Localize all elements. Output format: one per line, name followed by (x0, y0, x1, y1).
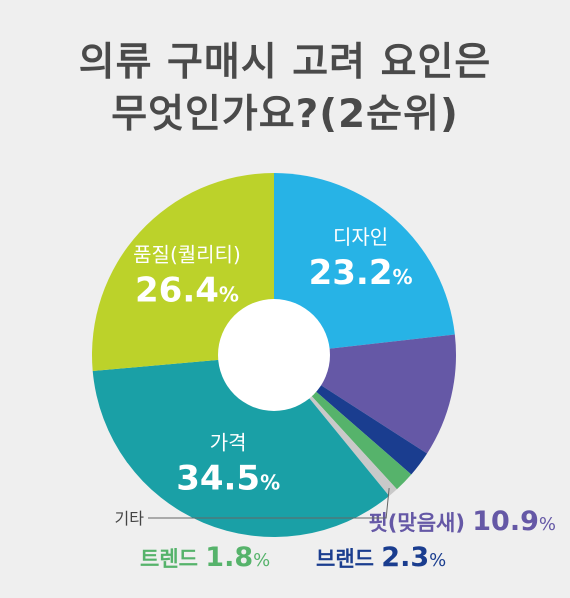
outside-label-3: 트렌드 1.8% (140, 542, 270, 573)
slice-value-6: 26.4% (135, 270, 239, 310)
slice-value-5: 34.5% (176, 459, 280, 499)
other-label: 기타 (115, 509, 145, 528)
slice-labels: 디자인 23.2% 가격 34.5% 품질(퀄리티) 26.4% 핏(맞음새) 10.9% 트… (115, 225, 556, 573)
donut-hole (218, 299, 330, 411)
slice-label-0: 디자인 (333, 225, 388, 249)
pie-slice-6 (91, 173, 274, 371)
slice-label-5: 가격 (210, 431, 247, 455)
other-leader-line (148, 488, 390, 519)
chart-title-line1: 의류 구매시 고려 요인은 (78, 40, 492, 85)
slice-value-0: 23.2% (309, 253, 413, 293)
outside-label-2: 브랜드 2.3% (316, 542, 446, 573)
chart-title-line2: 무엇인가요?(2순위) (111, 92, 459, 137)
slice-label-6: 품질(퀄리티) (133, 242, 241, 266)
outside-label-1: 핏(맞음새) 10.9% (368, 506, 556, 537)
pie-slice-5 (92, 355, 390, 538)
pie-slice-0 (274, 173, 455, 355)
